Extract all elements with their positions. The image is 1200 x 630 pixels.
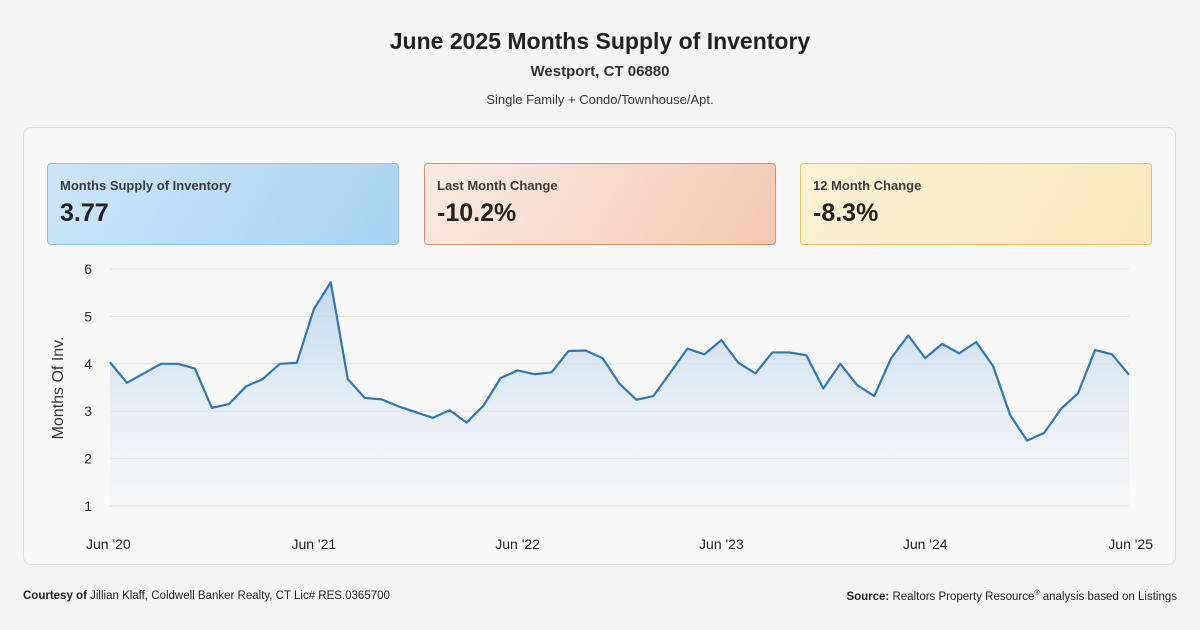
data-point — [397, 404, 401, 408]
series-line — [109, 281, 1130, 442]
data-point — [448, 408, 452, 412]
footer-source: Source: Realtors Property Resource® anal… — [846, 590, 1177, 603]
data-point — [991, 364, 995, 368]
data-point — [787, 350, 791, 354]
data-point — [753, 371, 757, 375]
data-point — [770, 350, 774, 354]
chart-title: June 2025 Months Supply of Inventory — [389, 28, 811, 54]
data-point — [125, 381, 129, 385]
y-tick-label: 2 — [84, 451, 92, 467]
registered-mark: ® — [1034, 590, 1040, 597]
data-point — [702, 352, 706, 356]
x-tick-label: Jun '23 — [699, 536, 744, 552]
data-point — [295, 361, 299, 365]
data-point — [1093, 348, 1097, 352]
x-tick-label: Jun '25 — [1108, 536, 1153, 552]
twelve-month-change-value: -8.3% — [813, 199, 879, 227]
data-point — [142, 371, 146, 375]
area-fill — [110, 282, 1129, 506]
data-point — [736, 361, 740, 365]
x-axis-ticks: Jun '20 Jun '21 Jun '22 Jun '23 Jun '24 Jun '… — [86, 536, 1153, 552]
data-point — [159, 362, 163, 366]
data-point — [906, 333, 910, 337]
data-point — [651, 394, 655, 398]
y-tick-label: 4 — [84, 356, 92, 372]
supply-stat-value: 3.77 — [60, 199, 109, 227]
last-month-change-card: Last Month Change -10.2% — [424, 163, 776, 245]
data-point — [363, 396, 367, 400]
last-month-change-label: Last Month Change — [437, 178, 558, 193]
chart-property-types: Single Family + Condo/Townhouse/Apt. — [486, 92, 714, 107]
source-label: Source: — [846, 590, 890, 603]
data-point — [1076, 391, 1080, 395]
data-point — [584, 349, 588, 353]
data-point — [550, 370, 554, 374]
source-text: Realtors Property Resource — [892, 590, 1035, 603]
y-axis-label: Months Of Inv. — [50, 337, 67, 440]
data-point — [1127, 373, 1131, 377]
data-point — [1008, 413, 1012, 417]
x-tick-label: Jun '21 — [291, 536, 336, 552]
courtesy-text: Jillian Klaff, Coldwell Banker Realty, C… — [90, 590, 390, 602]
data-point — [974, 340, 978, 344]
data-point — [227, 402, 231, 406]
data-point — [431, 416, 435, 420]
data-point — [567, 349, 571, 353]
data-point — [1025, 439, 1029, 443]
data-point — [108, 360, 112, 364]
y-tick-label: 3 — [84, 403, 92, 419]
data-point — [668, 370, 672, 374]
y-tick-label: 6 — [84, 261, 92, 277]
data-point — [193, 367, 197, 371]
data-point — [482, 404, 486, 408]
data-point — [414, 410, 418, 414]
data-point — [312, 307, 316, 311]
data-point — [821, 386, 825, 390]
data-point — [278, 362, 282, 366]
y-tick-label: 5 — [84, 308, 92, 324]
last-month-change-value: -10.2% — [437, 199, 517, 227]
data-point — [872, 394, 876, 398]
data-point — [957, 351, 961, 355]
data-point — [889, 356, 893, 360]
supply-stat-label: Months Supply of Inventory — [60, 178, 232, 193]
source-text-suffix: analysis based on Listings — [1039, 590, 1177, 603]
data-point — [261, 377, 265, 381]
data-point — [176, 362, 180, 366]
data-point — [210, 406, 214, 410]
data-point — [1110, 352, 1114, 356]
chart-location: Westport, CT 06880 — [530, 63, 670, 80]
data-point — [855, 383, 859, 387]
y-axis-ticks: 1 2 3 4 5 6 — [84, 261, 92, 514]
data-point — [1042, 431, 1046, 435]
supply-stat-card: Months Supply of Inventory 3.77 — [47, 163, 399, 245]
x-tick-label: Jun '22 — [495, 536, 540, 552]
data-point — [465, 421, 469, 425]
y-tick-label: 1 — [84, 498, 92, 514]
data-point — [244, 385, 248, 389]
footer-courtesy: Courtesy of Jillian Klaff, Coldwell Bank… — [23, 590, 390, 602]
courtesy-label: Courtesy of — [23, 590, 87, 602]
data-point — [838, 362, 842, 366]
data-point — [380, 397, 384, 401]
data-point — [346, 377, 350, 381]
x-tick-label: Jun '24 — [903, 536, 948, 552]
data-point — [634, 398, 638, 402]
data-point — [685, 347, 689, 351]
data-point — [601, 356, 605, 360]
data-point — [533, 372, 537, 376]
data-point — [804, 353, 808, 357]
twelve-month-change-card: 12 Month Change -8.3% — [800, 163, 1152, 245]
data-point — [516, 368, 520, 372]
data-point — [923, 356, 927, 360]
data-point — [618, 382, 622, 386]
data-point — [719, 338, 723, 342]
x-tick-label: Jun '20 — [86, 536, 131, 552]
data-point — [940, 342, 944, 346]
data-point — [499, 376, 503, 380]
twelve-month-change-label: 12 Month Change — [813, 178, 922, 193]
data-point — [329, 280, 333, 284]
data-point — [1059, 407, 1063, 411]
